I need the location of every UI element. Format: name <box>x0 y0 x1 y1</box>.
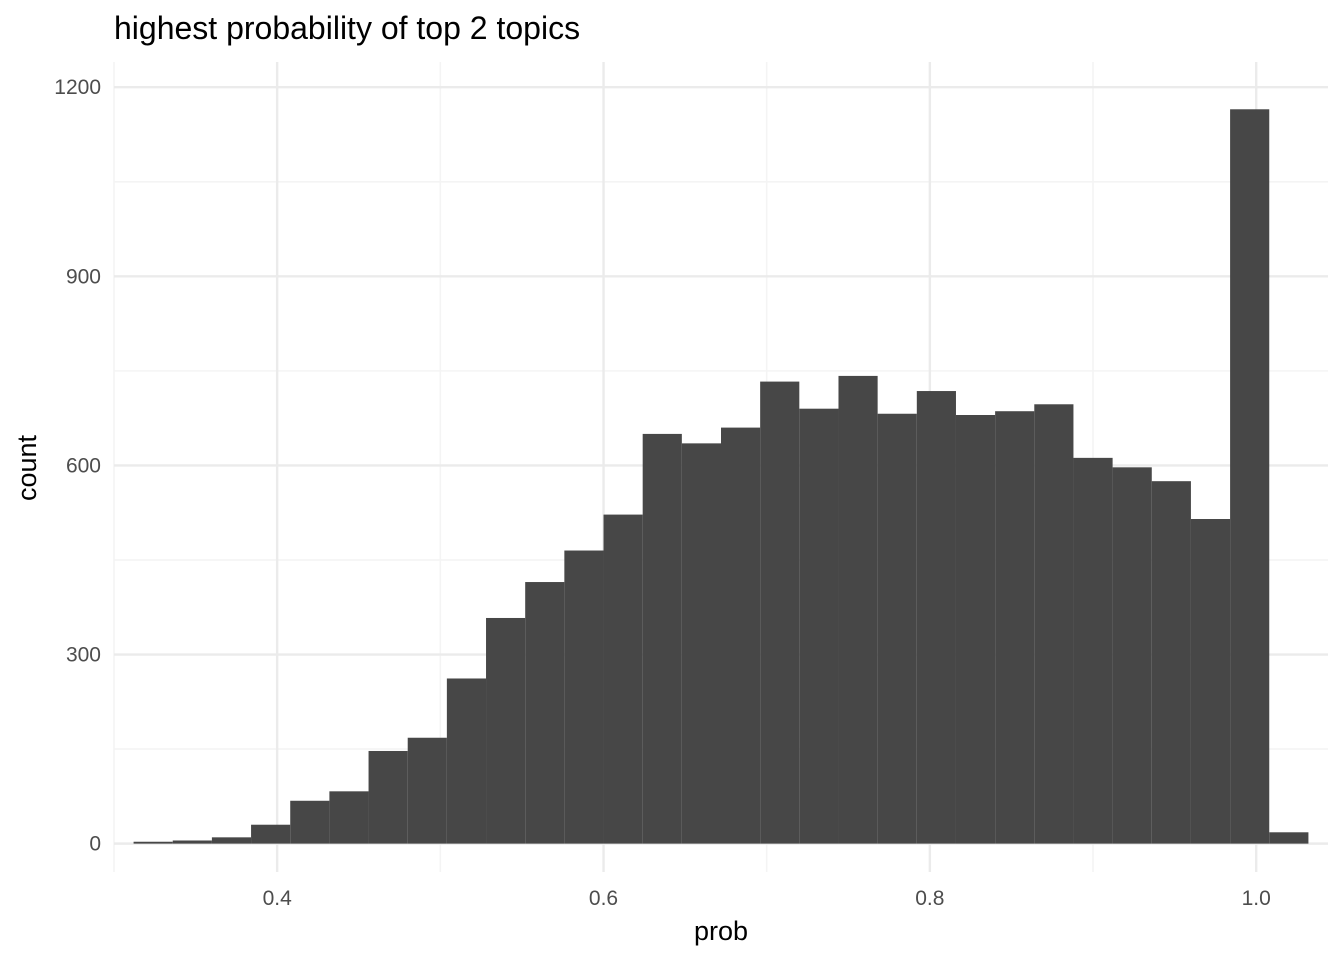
x-tick-label: 0.4 <box>263 887 293 910</box>
histogram-bar <box>1112 467 1152 844</box>
y-tick-label: 600 <box>66 454 101 477</box>
y-tick-label: 300 <box>66 644 101 667</box>
histogram-bar <box>486 617 526 844</box>
histogram-bar <box>525 582 565 844</box>
histogram-bar <box>995 411 1035 844</box>
histogram-bar <box>133 841 173 844</box>
histogram-bar <box>251 824 291 844</box>
x-tick-label: 0.8 <box>915 887 944 910</box>
histogram-bar <box>1073 457 1113 844</box>
y-tick-label: 900 <box>66 265 101 288</box>
x-tick-label: 0.6 <box>589 887 618 910</box>
y-tick-label: 1200 <box>54 76 101 99</box>
histogram-bar <box>877 413 917 844</box>
histogram-bar <box>721 427 761 844</box>
histogram-bar <box>172 840 212 844</box>
histogram-bar <box>838 375 878 844</box>
histogram-bar <box>1151 481 1191 844</box>
histogram-bar <box>955 415 996 844</box>
y-axis-title: count <box>12 434 42 501</box>
histogram-bar <box>211 837 252 844</box>
histogram-bar <box>1190 519 1231 844</box>
tick-labels-layer: 0 300 600 900 1200 0.4 0.6 0.8 1.0 <box>54 76 1271 910</box>
histogram-bar <box>760 381 800 844</box>
x-axis-title: prob <box>694 916 748 946</box>
histogram-bar <box>1034 404 1074 844</box>
histogram-bar <box>642 433 682 844</box>
histogram-bar <box>681 443 721 844</box>
chart-title: highest probability of top 2 topics <box>114 10 580 46</box>
histogram-bar <box>1230 109 1270 844</box>
histogram-bar <box>407 737 447 844</box>
histogram-bar <box>799 408 839 844</box>
histogram-bar <box>290 800 330 844</box>
y-tick-label: 0 <box>89 833 101 856</box>
histogram-bar <box>564 550 604 844</box>
histogram-bar <box>329 791 369 844</box>
bars-layer <box>133 109 1309 844</box>
histogram-bar <box>916 391 956 844</box>
x-tick-label: 1.0 <box>1242 887 1271 910</box>
histogram-bar <box>1269 832 1309 844</box>
histogram-bar <box>368 750 408 844</box>
histogram-bar <box>603 514 643 844</box>
histogram-bar <box>446 678 487 844</box>
